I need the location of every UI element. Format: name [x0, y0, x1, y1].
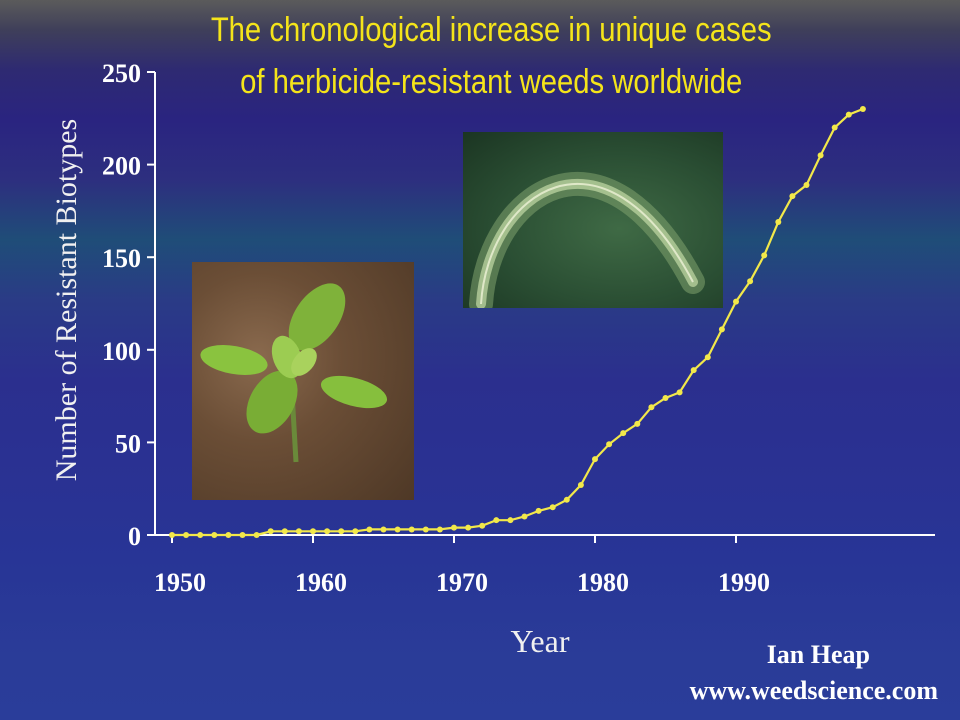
data-point	[324, 528, 331, 535]
data-point	[606, 441, 613, 448]
chart-axes	[154, 72, 935, 536]
data-point	[408, 526, 415, 533]
data-point	[831, 124, 838, 131]
data-point	[803, 181, 810, 188]
data-point	[620, 430, 627, 437]
data-point	[267, 528, 274, 535]
data-point	[676, 389, 683, 396]
data-point	[592, 456, 598, 463]
data-point	[704, 354, 711, 361]
data-point	[451, 524, 457, 531]
data-point	[577, 481, 584, 488]
x-tick-label: 1970	[436, 568, 488, 597]
y-axis-label: Number of Resistant Biotypes	[50, 119, 83, 481]
data-point	[648, 404, 655, 411]
credit-author: Ian Heap	[766, 640, 870, 669]
x-tick-label: 1950	[154, 568, 206, 597]
data-point	[761, 252, 768, 259]
data-point	[789, 193, 796, 200]
data-point	[521, 513, 528, 520]
data-point	[225, 532, 232, 538]
data-point	[380, 526, 387, 533]
data-point	[338, 528, 345, 535]
credit-url: www.weedscience.com	[689, 676, 938, 705]
data-point	[422, 526, 429, 533]
y-tick-label: 250	[102, 59, 141, 88]
data-point	[183, 532, 190, 538]
data-point	[465, 524, 472, 531]
data-point	[845, 111, 852, 118]
series-line	[172, 107, 864, 537]
data-point	[507, 517, 514, 524]
y-tick-label: 0	[128, 522, 141, 551]
data-point	[366, 526, 373, 533]
data-point	[169, 532, 175, 538]
data-point	[859, 106, 866, 113]
y-tick-label: 100	[102, 337, 141, 366]
data-point	[634, 420, 641, 427]
chart-title-line-2: of herbicide-resistant weeds worldwide	[240, 63, 743, 101]
data-point	[197, 532, 204, 538]
y-axis-ticks: 0 50 100 150 200 250	[102, 59, 155, 551]
data-point	[436, 526, 443, 533]
foxtail-photo	[463, 132, 723, 308]
data-point	[718, 326, 725, 333]
data-point	[211, 532, 218, 538]
x-axis-label: Year	[511, 623, 570, 659]
data-point	[690, 367, 697, 374]
data-point	[479, 522, 486, 529]
data-point	[535, 507, 542, 514]
data-point	[352, 528, 359, 535]
data-point	[662, 394, 669, 401]
y-tick-label: 50	[115, 429, 141, 458]
y-tick-label: 150	[102, 244, 141, 273]
x-tick-label: 1990	[718, 568, 770, 597]
data-point	[295, 528, 302, 535]
data-series	[169, 106, 866, 538]
data-point	[775, 219, 782, 226]
data-point	[733, 298, 739, 305]
data-point	[817, 152, 824, 159]
data-point	[549, 504, 556, 511]
data-point	[239, 532, 246, 538]
data-point	[493, 517, 500, 524]
data-point	[281, 528, 288, 535]
data-point	[253, 532, 260, 538]
x-tick-label: 1980	[577, 568, 629, 597]
data-point	[310, 528, 316, 535]
x-axis-ticks: 1950 1960 1970 1980 1990	[154, 535, 770, 597]
data-point	[394, 526, 401, 533]
y-tick-label: 200	[102, 152, 141, 181]
x-tick-label: 1960	[295, 568, 347, 597]
data-point	[563, 496, 570, 503]
seedling-photo	[192, 262, 414, 500]
chart-title-line-1: The chronological increase in unique cas…	[210, 11, 772, 49]
data-point	[747, 278, 754, 285]
